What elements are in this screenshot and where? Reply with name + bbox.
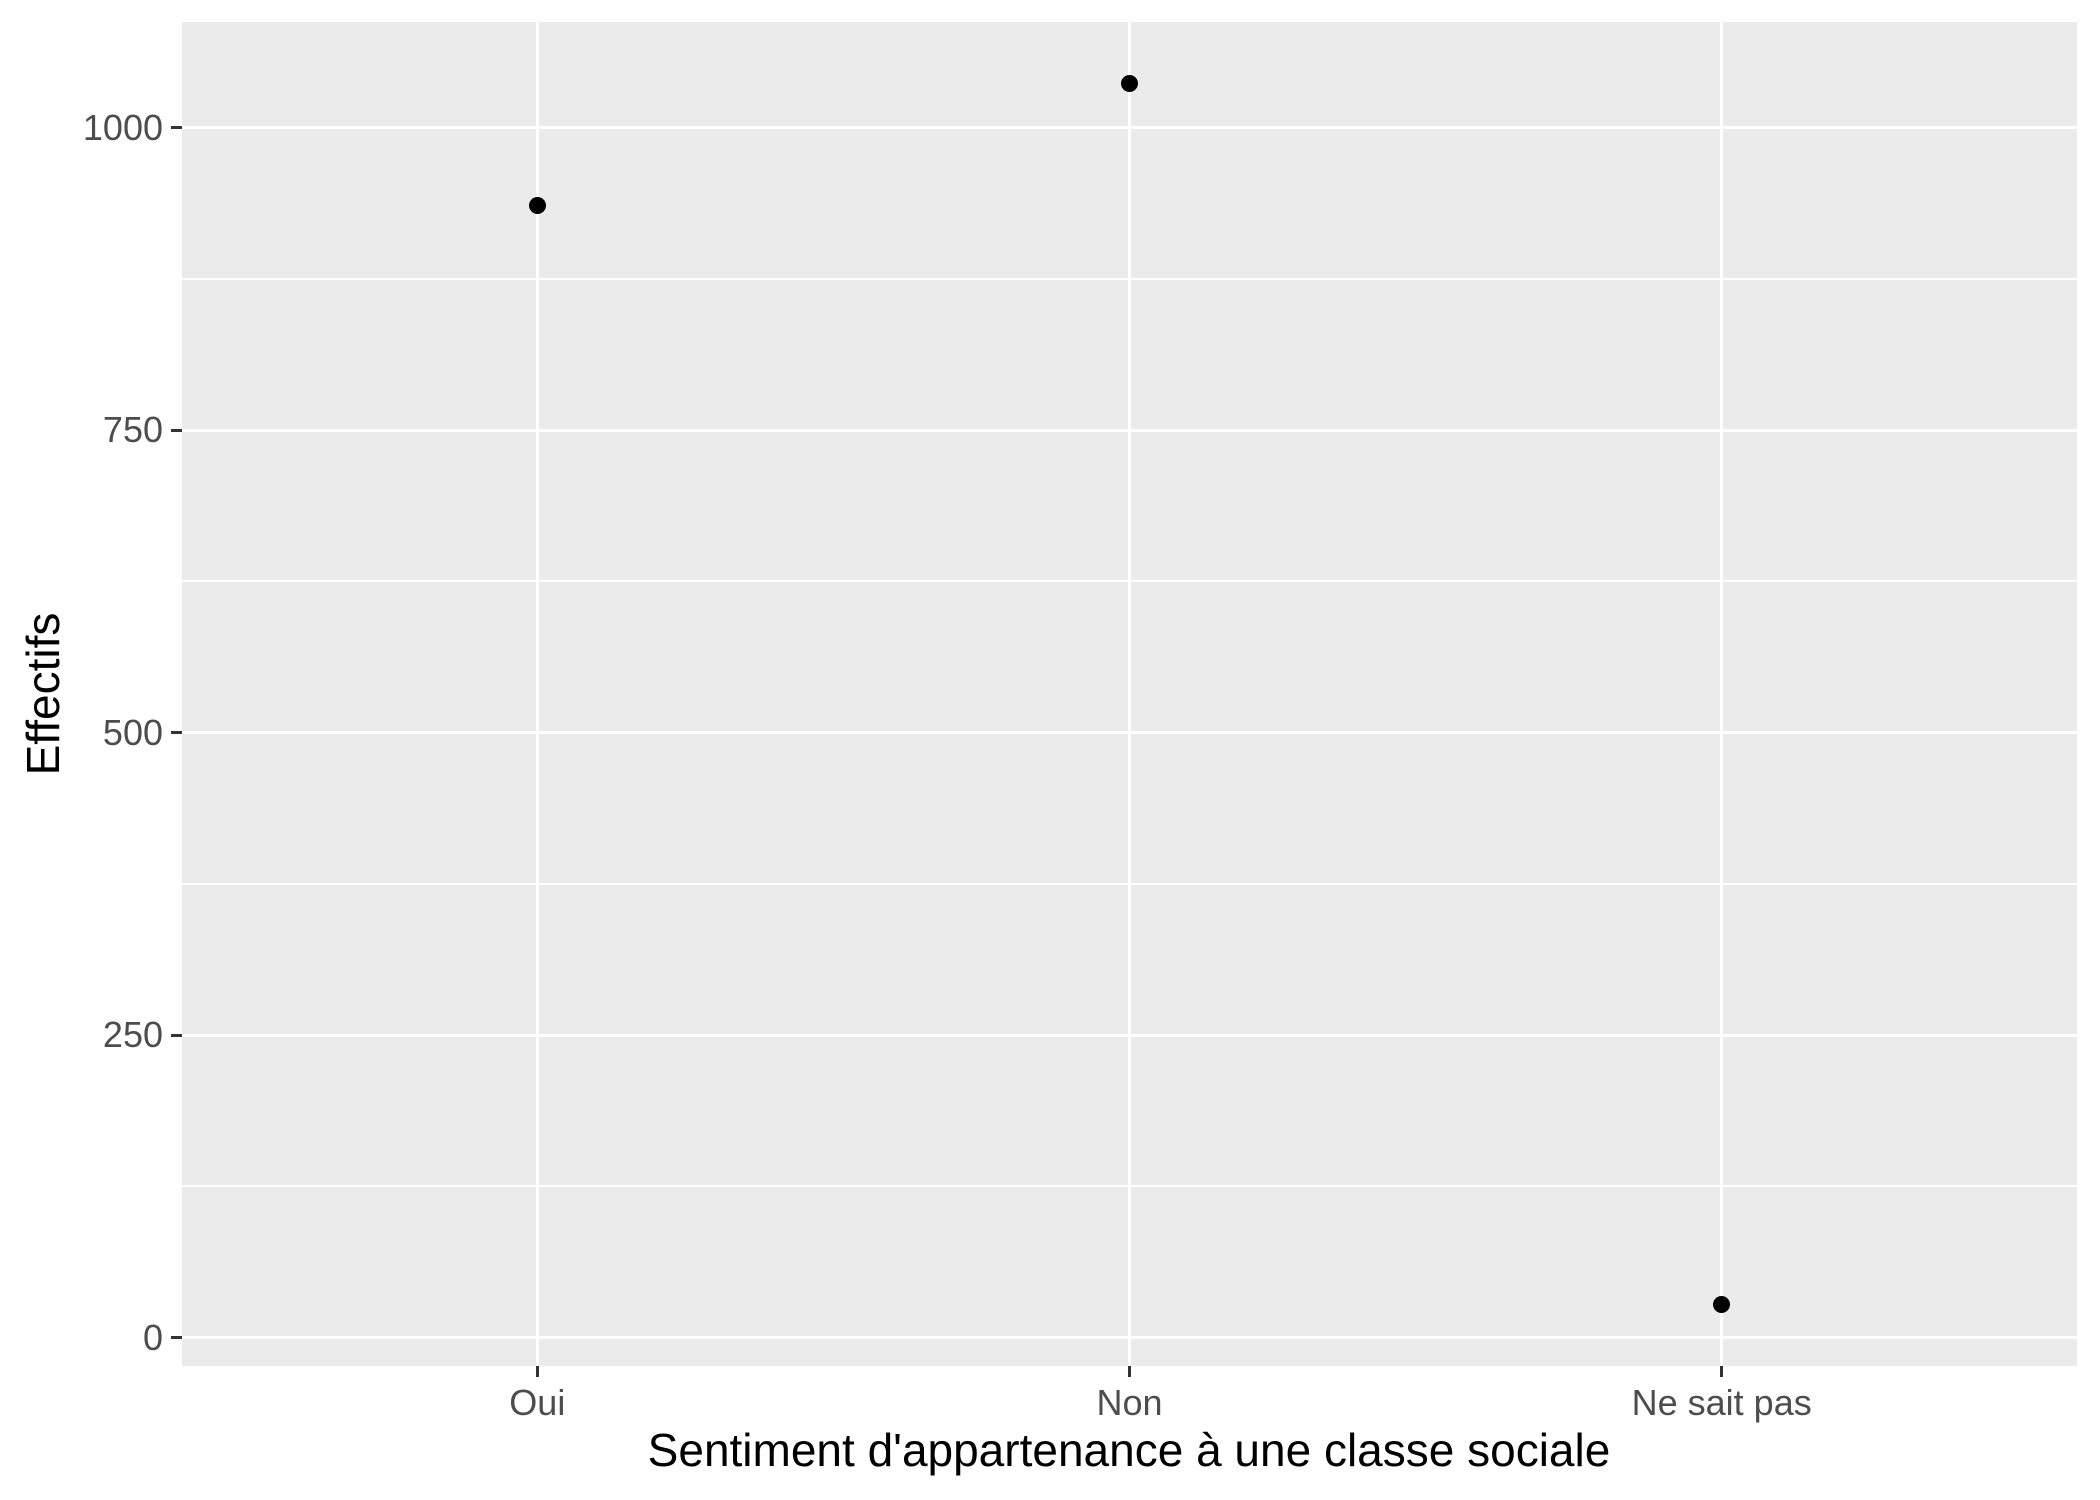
y-tick-label: 250 [102, 1014, 163, 1056]
x-tick-label: Oui [509, 1382, 566, 1423]
y-tick-mark [171, 731, 182, 735]
data-point-ne-sait-pas [1713, 1296, 1731, 1314]
gridline-vertical [1720, 22, 1724, 1366]
y-tick-mark [171, 126, 182, 130]
gridline-vertical [1128, 22, 1131, 1366]
gridline-vertical [535, 22, 539, 1366]
data-point-non [1121, 74, 1138, 92]
y-tick-label: 1000 [82, 106, 163, 148]
x-tick-mark [1128, 1366, 1131, 1377]
data-point-oui [528, 196, 546, 214]
x-axis-title: Sentiment d'appartenance à une classe so… [647, 1424, 1611, 1476]
y-tick-mark [171, 1336, 182, 1340]
y-tick-label: 750 [102, 409, 163, 451]
x-tick-label: Ne sait pas [1631, 1382, 1812, 1423]
y-tick-mark [171, 1033, 182, 1037]
x-tick-label: Non [1096, 1382, 1163, 1423]
y-axis-title: Effectifs [17, 612, 69, 776]
y-tick-label: 500 [102, 711, 163, 753]
plot-panel [182, 22, 2077, 1366]
y-tick-mark [171, 428, 182, 432]
x-tick-mark [1720, 1366, 1724, 1377]
y-tick-label: 0 [142, 1316, 163, 1358]
x-tick-mark [535, 1366, 539, 1377]
